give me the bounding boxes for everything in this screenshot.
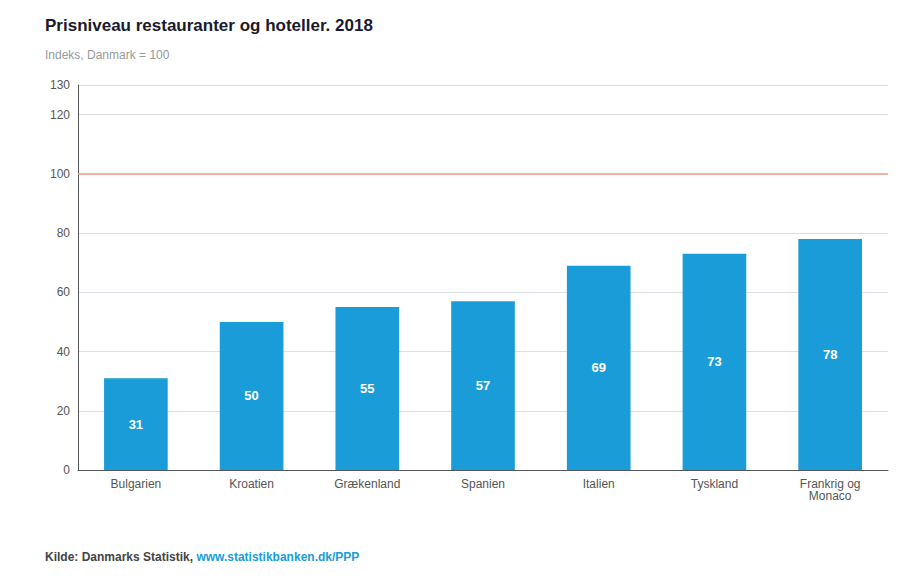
svg-text:Spanien: Spanien — [461, 477, 505, 491]
svg-text:20: 20 — [57, 404, 71, 418]
svg-text:130: 130 — [50, 78, 70, 92]
svg-text:31: 31 — [129, 417, 143, 432]
svg-text:0: 0 — [63, 463, 70, 477]
svg-text:Grækenland: Grækenland — [334, 477, 400, 491]
svg-text:Monaco: Monaco — [809, 489, 852, 503]
svg-text:Italien: Italien — [583, 477, 615, 491]
svg-text:Frankrig og: Frankrig og — [799, 477, 861, 491]
svg-text:57: 57 — [476, 378, 490, 393]
svg-text:120: 120 — [50, 108, 70, 122]
svg-text:Kroatien: Kroatien — [229, 477, 274, 491]
svg-text:www.statistikbanken.dk/PPP: www.statistikbanken.dk/PPP — [195, 550, 359, 564]
svg-text:40: 40 — [57, 345, 71, 359]
svg-text:78: 78 — [823, 347, 837, 362]
svg-text:60: 60 — [57, 285, 71, 299]
svg-text:69: 69 — [591, 360, 605, 375]
svg-text:80: 80 — [57, 226, 71, 240]
svg-text:73: 73 — [707, 354, 721, 369]
svg-text:Bulgarien: Bulgarien — [111, 477, 162, 491]
svg-text:Prisniveau restauranter og hot: Prisniveau restauranter og hoteller. 201… — [45, 16, 373, 35]
svg-text:Tyskland: Tyskland — [691, 477, 738, 491]
svg-text:Indeks, Danmark = 100: Indeks, Danmark = 100 — [45, 48, 170, 62]
svg-text:50: 50 — [244, 388, 258, 403]
svg-text:Kilde: Danmarks Statistik,: Kilde: Danmarks Statistik, — [45, 550, 196, 564]
svg-text:55: 55 — [360, 381, 374, 396]
svg-text:100: 100 — [50, 167, 70, 181]
